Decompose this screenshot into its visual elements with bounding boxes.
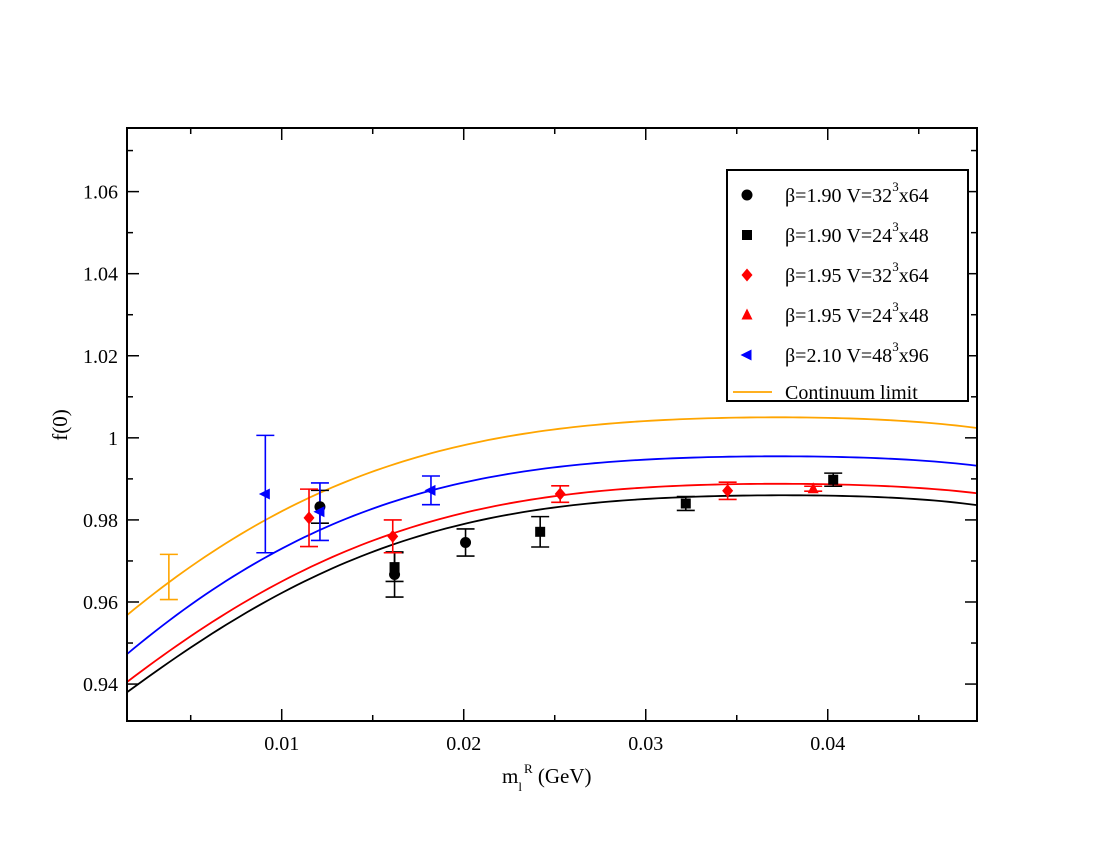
legend-box	[726, 169, 969, 402]
x-axis-title-main: m	[502, 764, 518, 788]
legend-label: Continuum limit	[785, 382, 918, 404]
data-point	[741, 308, 753, 320]
legend-label-superscript: 3	[892, 179, 899, 194]
legend-label-superscript: 3	[892, 259, 899, 274]
x-tick-label: 0.02	[446, 733, 481, 755]
data-point	[741, 189, 753, 201]
legend-label: β=2.10 V=483x96	[785, 339, 929, 367]
y-tick-label: 0.94	[83, 674, 118, 696]
legend-label-rest: x48	[899, 225, 929, 247]
data-point	[387, 529, 399, 543]
y-tick-label: 0.96	[83, 592, 118, 614]
y-axis-ticks: 0.94 0.96 0.98 1 1.02 1.04 1.06	[83, 149, 977, 696]
data-point	[460, 536, 472, 548]
data-point	[303, 511, 315, 525]
data-point	[741, 268, 753, 282]
legend-label-main: β=1.95 V=24	[785, 305, 892, 327]
x-tick-label: 0.03	[628, 733, 663, 755]
data-point	[258, 488, 270, 500]
legend-label: β=1.90 V=323x64	[785, 179, 929, 207]
fit-curve	[126, 494, 978, 693]
y-tick-label: 0.98	[83, 510, 118, 532]
legend-label: β=1.90 V=243x48	[785, 219, 929, 247]
y-tick-label: 1.02	[83, 346, 118, 368]
data-markers	[258, 474, 839, 580]
data-point	[828, 474, 839, 485]
data-point	[389, 562, 400, 573]
fit-curve	[126, 455, 978, 655]
x-axis-title-unit: (GeV)	[533, 764, 592, 788]
x-axis-ticks: 0.01 0.02 0.03 0.04	[189, 128, 920, 755]
legend-label: β=1.95 V=243x48	[785, 299, 929, 327]
y-tick-label: 1	[108, 428, 118, 450]
x-axis-title-subscript: l	[518, 779, 522, 794]
fit-curve	[126, 416, 978, 616]
legend-label-main: β=1.90 V=24	[785, 225, 892, 247]
legend-label-superscript: 3	[892, 339, 899, 354]
legend-label: β=1.95 V=323x64	[785, 259, 929, 287]
legend-label-rest: x96	[899, 345, 929, 367]
data-point	[424, 484, 436, 496]
data-point	[680, 498, 691, 509]
data-point	[313, 506, 325, 518]
legend-label-superscript: 3	[892, 299, 899, 314]
data-point	[722, 484, 734, 498]
x-axis-title: mlR (GeV)	[502, 761, 592, 794]
data-point	[535, 526, 546, 537]
legend-label-superscript: 3	[892, 219, 899, 234]
y-tick-label: 1.04	[83, 264, 118, 286]
y-tick-label: 1.06	[83, 182, 118, 204]
data-point	[807, 482, 819, 494]
data-point	[742, 230, 752, 240]
legend-label-main: β=1.90 V=32	[785, 185, 892, 207]
y-axis-title: f(0)	[48, 409, 72, 440]
x-axis-title-superscript: R	[524, 761, 533, 776]
legend-label-main: β=2.10 V=48	[785, 345, 892, 367]
x-tick-label: 0.01	[264, 733, 299, 755]
legend-label-rest: x48	[899, 305, 929, 327]
data-point	[740, 349, 752, 361]
data-point	[554, 487, 566, 501]
legend-label-rest: x64	[899, 185, 929, 207]
x-tick-label: 0.04	[810, 733, 845, 755]
legend-label-main: β=1.95 V=32	[785, 265, 892, 287]
legend-label-rest: x64	[899, 265, 929, 287]
plot-frame	[126, 127, 978, 722]
